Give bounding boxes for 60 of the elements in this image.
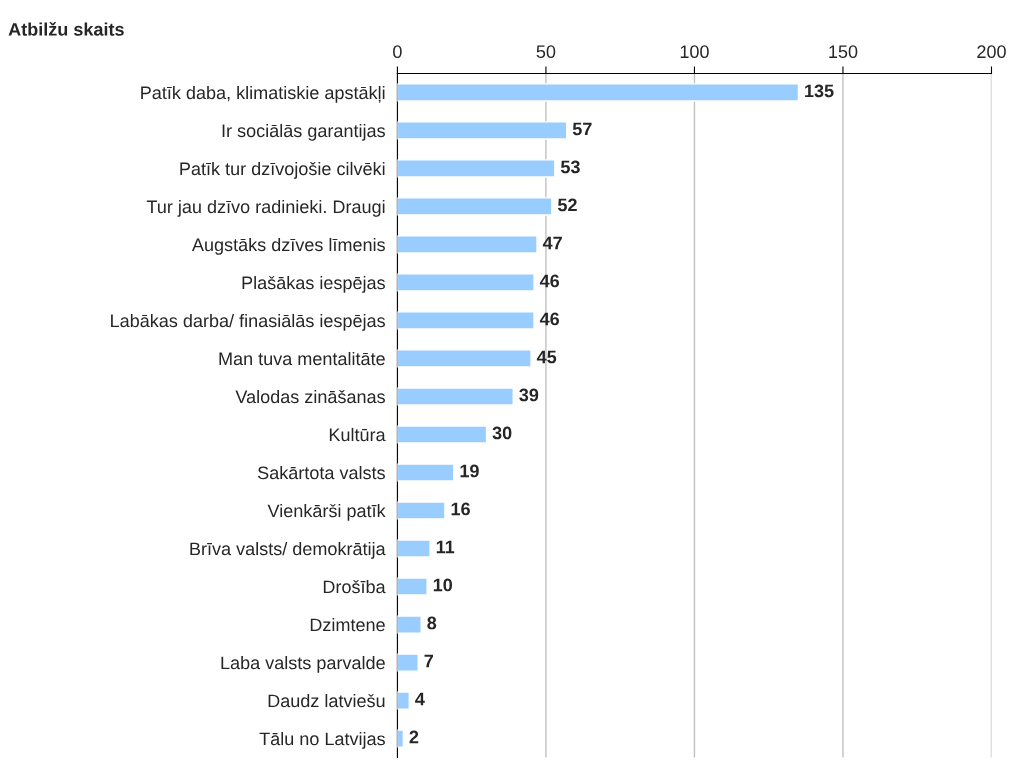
data-label: 8	[427, 616, 437, 630]
bar	[397, 83, 800, 102]
bar	[397, 501, 446, 520]
bar	[397, 273, 535, 292]
data-label: 16	[451, 502, 470, 516]
bar	[397, 615, 422, 634]
data-label: 46	[539, 274, 560, 288]
y-tick-label: Plašākas iespējas	[242, 275, 385, 293]
y-tick-label: Daudz latviešu	[268, 693, 385, 708]
x-tick-label: 50	[536, 45, 556, 59]
y-tick-label: Patīk tur dzīvojošie cilvēki	[180, 161, 385, 179]
y-tick-label: Valodas zināšanas	[235, 389, 385, 404]
y-tick-label: Tur jau dzīvo radinieki. Draugi	[146, 199, 385, 217]
bar	[397, 387, 514, 406]
y-tick-label: Dzimtene	[310, 617, 385, 632]
data-label: 30	[492, 426, 512, 440]
bar	[397, 197, 553, 216]
bar	[397, 463, 455, 482]
text: Atbilžu skaits	[8, 22, 124, 36]
data-label: 135	[805, 84, 834, 98]
data-label: 19	[460, 464, 479, 478]
data-label: 2	[409, 730, 419, 744]
data-label: 4	[415, 692, 425, 706]
bar	[397, 539, 431, 558]
bar	[397, 577, 428, 596]
x-tick-label: 100	[680, 45, 709, 59]
y-tick-label: Tālu no Latvijas	[259, 731, 385, 749]
y-tick-label: Laba valsts parvalde	[221, 655, 385, 673]
data-label: 45	[536, 350, 557, 364]
bar	[397, 425, 488, 444]
data-label: 11	[436, 540, 455, 554]
y-tick-label: Kultūra	[329, 427, 386, 442]
bar	[397, 729, 405, 748]
x-tick-label: 200	[977, 45, 1006, 59]
y-tick-label: Man tuva mentalitāte	[219, 351, 385, 366]
y-tick-label: Sakārtota valsts	[257, 465, 385, 480]
data-label: 7	[424, 654, 434, 668]
y-tick-label: Drošība	[323, 579, 386, 594]
bar	[397, 311, 535, 330]
bar	[397, 121, 568, 140]
bar	[397, 235, 538, 254]
y-tick-label: Augstāks dzīves līmenis	[191, 237, 385, 255]
bar	[397, 653, 419, 672]
y-tick-label: Ir sociālās garantijas	[222, 123, 385, 141]
bar	[397, 159, 556, 178]
x-tick-label: 150	[829, 45, 858, 59]
data-label: 10	[433, 578, 453, 592]
y-tick-label: Vienkārši patīk	[267, 503, 386, 521]
x-tick-label: 0	[393, 45, 402, 59]
y-tick-label: Labākas darba/ finasiālās iespējas	[111, 313, 385, 331]
bar	[397, 691, 410, 710]
y-tick-label: Brīva valsts/ demokrātija	[190, 541, 386, 559]
data-label: 57	[572, 122, 592, 136]
data-label: 46	[539, 312, 560, 326]
data-label: 39	[519, 388, 539, 402]
y-tick-label: Patīk daba, klimatiskie apstākļi	[141, 85, 385, 103]
data-label: 47	[542, 236, 562, 250]
data-label: 52	[557, 198, 577, 212]
data-label: 53	[560, 160, 580, 174]
bar	[397, 349, 532, 368]
